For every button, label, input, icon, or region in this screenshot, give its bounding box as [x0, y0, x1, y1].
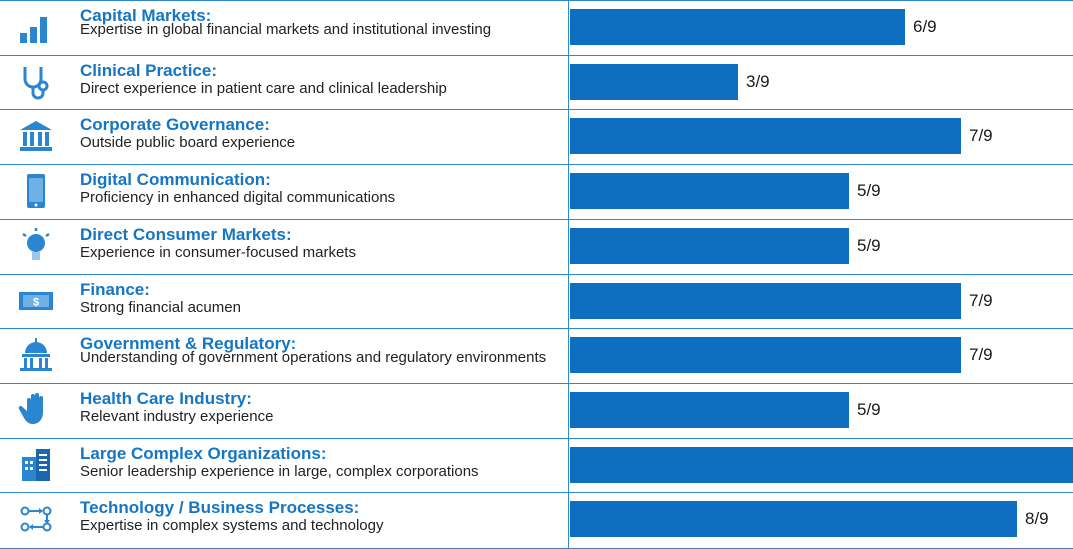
bar: [570, 501, 1017, 538]
skill-description: Direct experience in patient care and cl…: [80, 79, 447, 97]
skill-description: Senior leadership experience in large, c…: [80, 462, 479, 480]
bar: [570, 446, 1073, 483]
dollar-bill-icon: $: [16, 281, 56, 321]
column-divider: [568, 0, 569, 549]
skill-title: Large Complex Organizations:: [80, 443, 327, 463]
process-flow-icon: [16, 499, 56, 539]
bar: [570, 118, 961, 155]
building-columns-icon: [16, 116, 56, 156]
skill-description: Expertise in complex systems and technol…: [80, 517, 384, 535]
bar: [570, 337, 961, 374]
data-label: 5/9: [857, 181, 881, 201]
bar: [570, 63, 738, 100]
skill-title: Capital Markets:: [80, 6, 212, 25]
skill-description: Understanding of government operations a…: [80, 349, 547, 367]
skill-title: Digital Communication:: [80, 170, 271, 190]
bar: [570, 282, 961, 319]
table-row: Digital Communication: Proficiency in enh…: [0, 164, 1073, 219]
table-row: Corporate Governance: Outside public boar…: [0, 109, 1073, 164]
skill-description: Strong financial acumen: [80, 298, 241, 316]
skill-description: Expertise in global financial markets an…: [80, 21, 492, 38]
data-label: 7/9: [969, 290, 993, 310]
skill-title: Clinical Practice:: [80, 60, 218, 80]
bar: [570, 173, 849, 210]
skill-description: Relevant industry experience: [80, 407, 274, 425]
skill-description: Experience in consumer-focused markets: [80, 243, 356, 261]
skill-title: Finance:: [80, 279, 150, 299]
table-row: $ Finance: Strong financial acumen 7/9: [0, 273, 1073, 329]
table-row: Technology / Business Processes: Expertis…: [0, 492, 1073, 547]
bar-chart-icon: [16, 7, 56, 47]
office-buildings-icon: [16, 445, 56, 485]
hand-icon: [16, 390, 56, 430]
skill-description: Proficiency in enhanced digital communic…: [80, 189, 396, 207]
smartphone-icon: [16, 171, 56, 211]
table-row: Government & Regulatory: Understanding of…: [0, 328, 1073, 383]
data-label: 3/9: [746, 71, 770, 91]
skill-title: Health Care Industry:: [80, 388, 252, 408]
skill-description: Outside public board experience: [80, 134, 296, 152]
table-row: Direct Consumer Markets: Experience in co…: [0, 218, 1073, 274]
data-label: 7/9: [969, 345, 993, 365]
data-label: 6/9: [913, 17, 937, 36]
bar: [570, 391, 849, 428]
data-label: 5/9: [857, 399, 881, 419]
skill-title: Technology / Business Processes:: [80, 498, 360, 518]
table-row: Health Care Industry: Relevant industry e…: [0, 382, 1073, 438]
bar: [570, 227, 849, 264]
data-label: 7/9: [969, 126, 993, 146]
skill-title: Government & Regulatory:: [80, 334, 297, 354]
skill-title: Direct Consumer Markets:: [80, 224, 292, 244]
table-row: Large Complex Organizations: Senior leade…: [0, 437, 1073, 493]
data-label: 5/9: [857, 235, 881, 255]
data-label: 8/9: [1025, 509, 1049, 529]
skill-title: Corporate Governance:: [80, 115, 270, 135]
bar: [570, 9, 905, 45]
stethoscope-icon: [16, 62, 56, 102]
lightbulb-icon: [16, 226, 56, 266]
table-row: Clinical Practice: Direct experience in p…: [0, 54, 1073, 110]
svg-text:$: $: [33, 296, 39, 308]
table-row: Capital Markets: Expertise in global fina…: [0, 0, 1073, 55]
capitol-dome-icon: [16, 335, 56, 375]
